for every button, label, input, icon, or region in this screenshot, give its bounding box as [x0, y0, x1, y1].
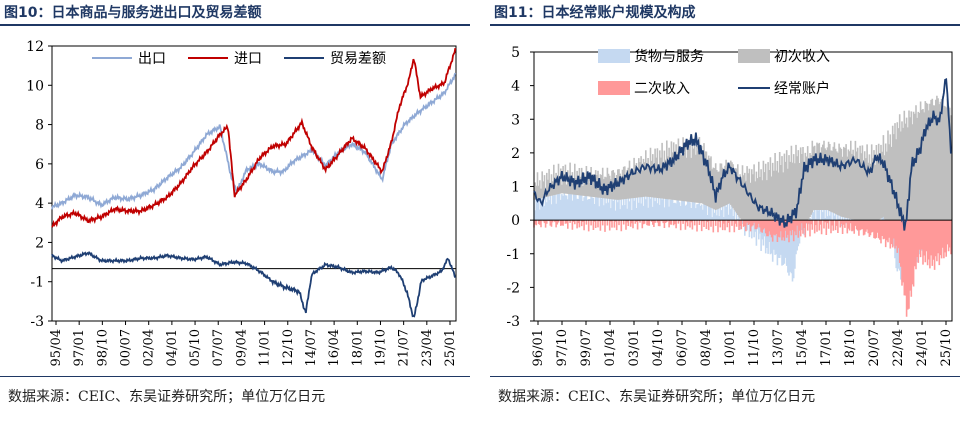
chart-panel-current-account: 图11：日本经常账户规模及构成 -3 -2 -1 0 1 2 3 4 5 96/01 97/10 99… — [490, 0, 960, 425]
y-tick-label: 4 — [35, 196, 44, 212]
title-divider — [490, 24, 960, 26]
x-tick-label: 25/01 — [443, 329, 458, 366]
x-tick-label: 96/01 — [531, 329, 546, 366]
x-tick-label: 12/10 — [281, 329, 296, 366]
y-tick-label: 2 — [35, 235, 44, 251]
y-tick-label: -3 — [30, 314, 44, 330]
chart-panel-trade: 图10：日本商品与服务进出口及贸易差额 -3 -1 2 4 6 8 10 12 95/04 97/… — [0, 0, 470, 425]
x-tick-label: 21/07 — [397, 329, 412, 366]
x-tick-label: 24/01 — [915, 329, 930, 366]
legend-label: 经常账户 — [774, 80, 830, 97]
y-tick-label: -1 — [30, 275, 44, 291]
legend-label: 初次收入 — [774, 48, 830, 65]
data-source-note: 数据来源：CEIC、东吴证券研究所；单位万亿日元 — [8, 389, 326, 405]
bar-series-3 — [533, 220, 952, 317]
series-line-1 — [51, 72, 457, 210]
y-tick-label: 4 — [511, 79, 520, 95]
legend-swatch — [598, 81, 630, 95]
y-tick-label: 12 — [26, 39, 44, 55]
x-tick-label: 03/01 — [627, 329, 642, 366]
x-tick-label: 20/07 — [867, 329, 882, 366]
y-tick-label: 10 — [26, 78, 44, 94]
series-group — [51, 47, 457, 318]
title-divider — [0, 24, 470, 26]
legend-label: 出口 — [138, 51, 166, 67]
x-tick-label: 22/04 — [891, 329, 906, 366]
x-tick-label: 09/04 — [234, 329, 249, 366]
x-tick-label: 06/07 — [675, 329, 690, 366]
x-tick-label: 04/10 — [651, 329, 666, 366]
x-tick-label: 18/01 — [350, 329, 365, 366]
y-tick-label: -2 — [506, 280, 520, 296]
legend-swatch — [598, 49, 630, 63]
x-tick-label: 10/01 — [723, 329, 738, 366]
x-tick-label: 17/01 — [819, 329, 834, 366]
x-tick-label: 23/04 — [420, 329, 435, 366]
x-tick-label: 00/07 — [119, 329, 134, 366]
x-tick-label: 98/10 — [95, 329, 110, 366]
figure-title: 图11：日本经常账户规模及构成 — [494, 5, 696, 21]
y-tick-label: 1 — [511, 180, 520, 196]
legend-swatch — [738, 49, 770, 63]
x-tick-label: 13/07 — [771, 329, 786, 366]
legend-label: 贸易差额 — [330, 51, 386, 67]
x-tick-label: 08/04 — [699, 329, 714, 366]
y-tick-label: 5 — [511, 45, 520, 61]
source-divider — [490, 376, 960, 377]
x-tick-label: 95/04 — [49, 329, 64, 366]
x-tick-label: 25/10 — [939, 329, 954, 366]
bar-group — [533, 95, 952, 317]
x-tick-label: 05/10 — [188, 329, 203, 366]
x-tick-label: 15/04 — [795, 329, 810, 366]
x-tick-label: 97/10 — [555, 329, 570, 366]
x-tick-label: 11/01 — [258, 329, 273, 366]
x-tick-label: 01/04 — [603, 329, 618, 366]
y-tick-label: 0 — [511, 213, 520, 229]
series-line-3 — [51, 251, 457, 318]
data-source-note: 数据来源：CEIC、东吴证券研究所；单位万亿日元 — [498, 389, 816, 405]
y-tick-label: 2 — [511, 146, 520, 162]
trade-chart: -3 -1 2 4 6 8 10 12 95/04 97/01 98/10 00/07 02/04 04/… — [26, 39, 458, 366]
legend-label: 进口 — [234, 51, 262, 67]
legend-label: 二次收入 — [634, 81, 690, 97]
x-tick-label: 14/07 — [304, 329, 319, 366]
y-tick-label: 8 — [35, 118, 44, 134]
series-line-current-account — [533, 77, 952, 231]
x-tick-label: 97/01 — [72, 329, 87, 366]
figure-title: 图10：日本商品与服务进出口及贸易差额 — [4, 5, 262, 21]
y-tick-label: 6 — [35, 157, 44, 173]
x-tick-label: 07/07 — [211, 329, 226, 366]
x-tick-label: 11/10 — [747, 329, 762, 366]
current-account-chart: -3 -2 -1 0 1 2 3 4 5 96/01 97/10 99/07 01/04 03/01 04/… — [506, 45, 954, 366]
x-tick-label: 04/01 — [165, 329, 180, 366]
legend-label: 货物与服务 — [634, 48, 704, 65]
source-divider — [0, 376, 470, 377]
y-tick-label: -1 — [506, 247, 520, 263]
x-tick-label: 18/10 — [843, 329, 858, 366]
y-tick-label: 3 — [511, 112, 520, 128]
x-tick-label: 02/04 — [142, 329, 157, 366]
plot-frame — [51, 45, 457, 322]
x-tick-label: 99/07 — [579, 329, 594, 366]
y-tick-label: -3 — [506, 314, 520, 330]
x-tick-label: 19/10 — [373, 329, 388, 366]
x-tick-label: 16/04 — [327, 329, 342, 366]
series-line-2 — [51, 47, 457, 228]
